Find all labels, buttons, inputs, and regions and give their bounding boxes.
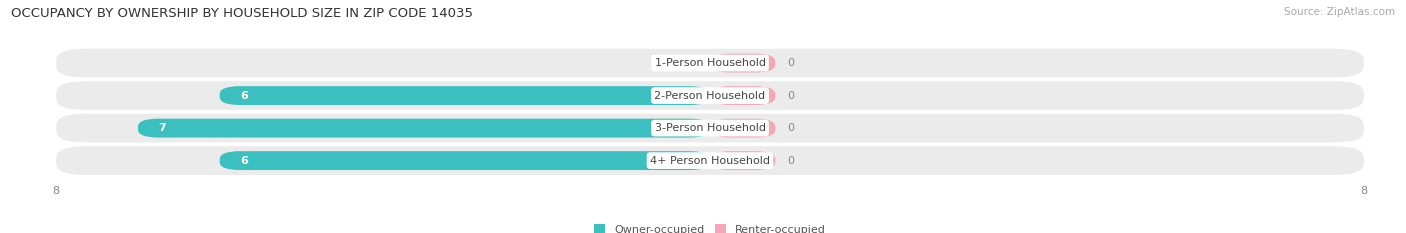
Text: OCCUPANCY BY OWNERSHIP BY HOUSEHOLD SIZE IN ZIP CODE 14035: OCCUPANCY BY OWNERSHIP BY HOUSEHOLD SIZE…	[11, 7, 474, 20]
Text: 4+ Person Household: 4+ Person Household	[650, 156, 770, 166]
FancyBboxPatch shape	[138, 119, 710, 137]
Text: 1-Person Household: 1-Person Household	[655, 58, 765, 68]
Text: 0: 0	[787, 123, 794, 133]
Text: Source: ZipAtlas.com: Source: ZipAtlas.com	[1284, 7, 1395, 17]
Text: 6: 6	[240, 91, 247, 101]
FancyBboxPatch shape	[56, 114, 1364, 142]
Text: 0: 0	[693, 58, 700, 68]
Text: 0: 0	[787, 91, 794, 101]
Text: 2-Person Household: 2-Person Household	[654, 91, 766, 101]
Text: 0: 0	[787, 58, 794, 68]
FancyBboxPatch shape	[219, 151, 710, 170]
Text: 7: 7	[159, 123, 166, 133]
FancyBboxPatch shape	[56, 49, 1364, 77]
Text: 6: 6	[240, 156, 247, 166]
FancyBboxPatch shape	[710, 54, 776, 72]
FancyBboxPatch shape	[56, 146, 1364, 175]
Text: 3-Person Household: 3-Person Household	[655, 123, 765, 133]
FancyBboxPatch shape	[710, 119, 776, 137]
FancyBboxPatch shape	[56, 81, 1364, 110]
FancyBboxPatch shape	[710, 151, 776, 170]
Legend: Owner-occupied, Renter-occupied: Owner-occupied, Renter-occupied	[593, 224, 827, 233]
Text: 0: 0	[787, 156, 794, 166]
FancyBboxPatch shape	[219, 86, 710, 105]
FancyBboxPatch shape	[710, 86, 776, 105]
